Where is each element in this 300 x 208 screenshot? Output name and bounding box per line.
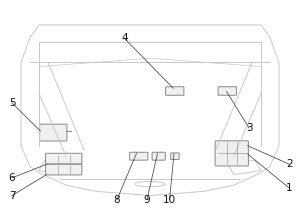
Text: 3: 3 <box>246 123 252 133</box>
Text: 8: 8 <box>114 195 120 205</box>
FancyBboxPatch shape <box>166 87 184 95</box>
Text: 4: 4 <box>121 33 128 43</box>
FancyBboxPatch shape <box>46 153 82 164</box>
FancyBboxPatch shape <box>215 141 248 166</box>
Text: 2: 2 <box>286 159 293 169</box>
Text: 6: 6 <box>9 173 15 183</box>
Text: 9: 9 <box>144 195 150 205</box>
FancyBboxPatch shape <box>152 152 165 160</box>
Text: 7: 7 <box>9 191 15 201</box>
Text: 5: 5 <box>9 98 15 108</box>
Text: 1: 1 <box>286 183 293 193</box>
FancyBboxPatch shape <box>46 164 82 175</box>
FancyBboxPatch shape <box>130 152 148 160</box>
Text: 10: 10 <box>163 195 176 205</box>
FancyBboxPatch shape <box>171 153 179 160</box>
FancyBboxPatch shape <box>40 124 67 141</box>
FancyBboxPatch shape <box>218 87 236 95</box>
